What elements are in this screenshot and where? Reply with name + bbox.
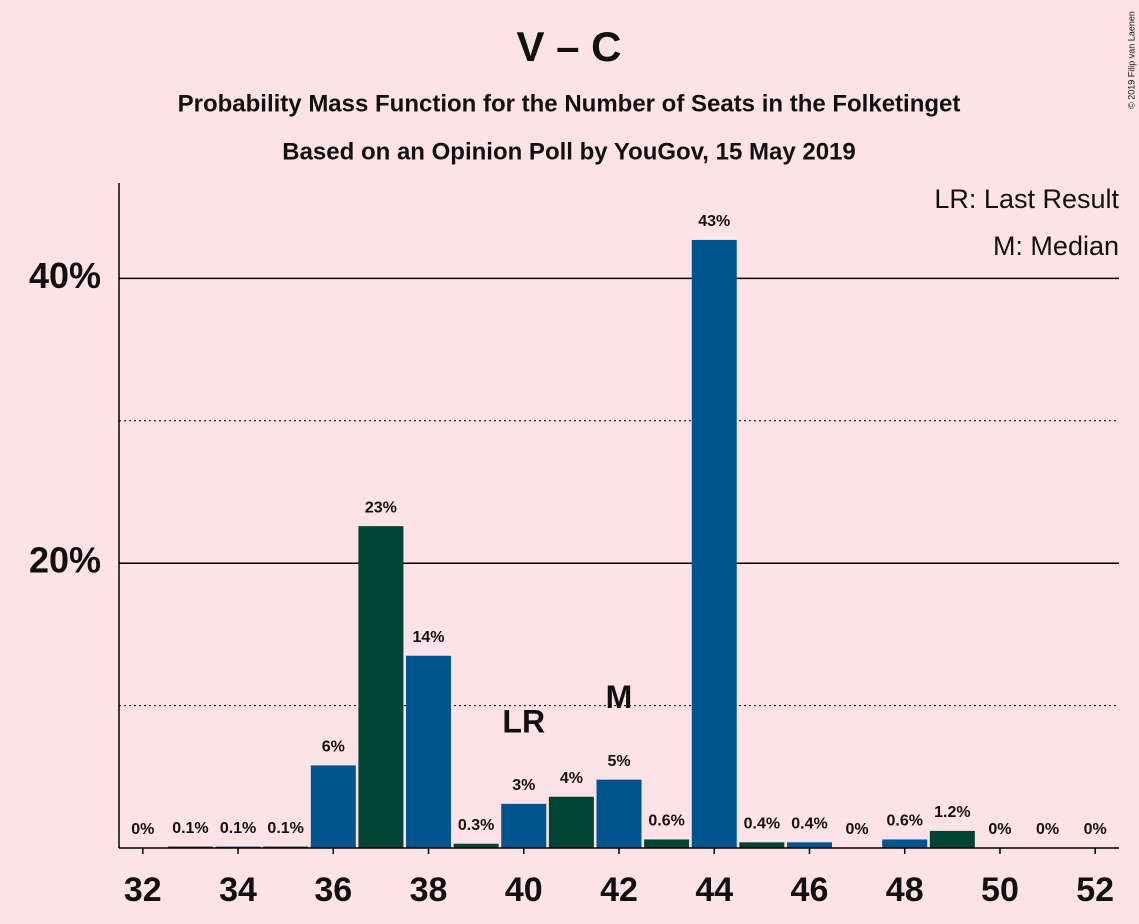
- x-tick-label: 46: [791, 871, 829, 909]
- bar: [644, 839, 690, 848]
- bar: [929, 830, 975, 848]
- x-tick-label: 52: [1076, 871, 1114, 909]
- value-label: 0.4%: [744, 816, 780, 833]
- bar: [501, 803, 547, 848]
- x-tick-label: 34: [219, 871, 257, 909]
- value-label: 4%: [560, 770, 583, 787]
- value-label: 0%: [846, 821, 869, 838]
- value-label: 0.6%: [648, 813, 684, 830]
- chart-subtitle: Based on an Opinion Poll by YouGov, 15 M…: [282, 138, 855, 165]
- bar: [310, 765, 356, 848]
- value-label: 0.6%: [886, 813, 922, 830]
- x-tick-label: 48: [886, 871, 924, 909]
- annotation: LR: [502, 703, 545, 739]
- value-label: 0%: [131, 821, 154, 838]
- x-tick-label: 50: [981, 871, 1019, 909]
- value-label: 0%: [1036, 821, 1059, 838]
- value-label: 3%: [512, 777, 535, 794]
- value-label: 43%: [698, 213, 730, 230]
- bar: [786, 842, 832, 848]
- x-tick-label: 38: [410, 871, 448, 909]
- x-tick-label: 44: [695, 871, 733, 909]
- legend-entry: M: Median: [993, 231, 1119, 261]
- x-tick-label: 40: [505, 871, 543, 909]
- value-label: 0.4%: [791, 816, 827, 833]
- value-label: 0%: [1084, 821, 1107, 838]
- value-label: 14%: [413, 629, 445, 646]
- bar: [882, 839, 928, 848]
- legend-entry: LR: Last Result: [934, 184, 1119, 214]
- bar: [739, 842, 785, 848]
- bar: [406, 655, 452, 848]
- bar: [548, 796, 594, 848]
- copyright: © 2019 Filip van Laenen: [1126, 11, 1136, 109]
- x-tick-label: 42: [600, 871, 638, 909]
- y-tick-label: 40%: [29, 255, 101, 296]
- value-label: 0.1%: [267, 820, 303, 837]
- value-label: 0%: [988, 821, 1011, 838]
- value-label: 0.1%: [220, 820, 256, 837]
- value-label: 0.3%: [458, 817, 494, 834]
- bar: [453, 843, 499, 848]
- annotation: M: [606, 679, 633, 715]
- y-tick-label: 20%: [29, 540, 101, 581]
- value-label: 23%: [365, 499, 397, 516]
- value-label: 0.1%: [172, 820, 208, 837]
- x-tick-label: 36: [314, 871, 352, 909]
- x-tick-label: 32: [124, 871, 162, 909]
- bar: [596, 779, 642, 848]
- bar: [691, 239, 737, 848]
- value-label: 5%: [607, 753, 630, 770]
- value-label: 6%: [322, 739, 345, 756]
- chart-subtitle: Probability Mass Function for the Number…: [178, 90, 961, 117]
- bar: [358, 526, 404, 848]
- value-label: 1.2%: [934, 804, 970, 821]
- chart-title: V – C: [516, 23, 621, 70]
